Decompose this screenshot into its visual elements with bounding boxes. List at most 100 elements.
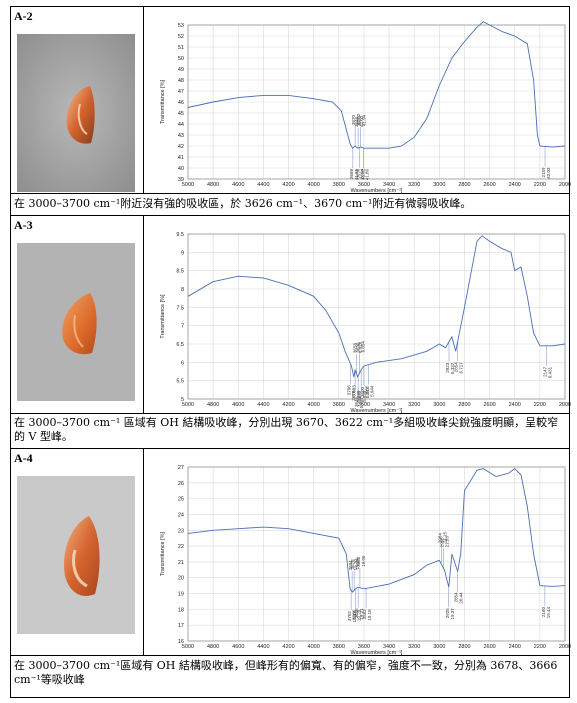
sample-label: A-3 [14, 218, 33, 232]
ftir-spectrum-a2: 5000 4800 4600 4400 4200 4000 3800 3600 3400 3200… [160, 21, 571, 193]
caption-a3: 在 3000–3700 cm⁻¹ 區域有 OH 結構吸收峰，分別出現 3670、… [14, 416, 559, 443]
peak-wavenumber: 3562 [365, 385, 370, 396]
y-tick-label: 41 [178, 155, 184, 161]
peak-wavenumber: 3632 [356, 556, 361, 567]
peak-value: 5.839 [362, 390, 367, 402]
x-tick-label: 2600 [483, 644, 495, 650]
peak-label: 3658 6.026 [353, 341, 363, 353]
peak-value: 6.431 [548, 366, 553, 378]
plot-frame [187, 24, 566, 180]
x-tick-label: 4800 [207, 182, 219, 188]
y-tick-label: 48 [178, 78, 184, 84]
peak-label: 3562 5.944 [365, 385, 375, 397]
peak-value: 5.787 [359, 396, 364, 408]
peak-wavenumber: 2984 [437, 533, 442, 544]
x-tick-label: 4200 [282, 402, 294, 408]
spectrum-line [187, 468, 566, 593]
peak-wavenumber: 3583 [362, 609, 367, 620]
peak-label: 3583 19.18 [362, 609, 372, 621]
x-tick-label: 3400 [383, 402, 395, 408]
ftir-spectrum-a3: 5000 4800 4600 4400 4200 4000 3800 3600 3400 3200… [160, 232, 571, 413]
row-a4: A-4 5000 4800 4600 4400 4200 4000 3800 3600 3400… [11, 449, 571, 664]
peak-label: 3646 5.787 [354, 396, 364, 408]
y-tick-label: 52 [178, 34, 184, 40]
x-tick-label: 2600 [483, 402, 495, 408]
x-tick-label: 3800 [333, 182, 345, 188]
y-tick-label: 23 [178, 528, 184, 534]
peak-value: 20.44 [459, 592, 464, 604]
peak-wavenumber: 3670 [351, 390, 356, 401]
peak-wavenumber: 3706 [347, 385, 352, 396]
y-axis-label: Transmittance [%] [160, 294, 166, 339]
y-tick-label: 44 [178, 122, 184, 128]
peak-label: 3702 19.17 [347, 611, 357, 623]
row-a3: A-3 5000 4800 4600 4400 4200 4000 3800 3600 3400… [11, 216, 571, 448]
x-tick-label: 3600 [358, 644, 370, 650]
y-tick-label: 49 [178, 67, 184, 73]
x-tick-label: 3600 [358, 182, 370, 188]
x-tick-label: 2000 [559, 402, 571, 408]
y-axis-label: Transmittance [%] [160, 79, 166, 124]
y-tick-label: 9 [181, 250, 184, 256]
peak-value: 41.65 [354, 168, 359, 180]
x-tick-label: 2200 [534, 644, 546, 650]
y-tick-label: 6.5 [176, 342, 184, 348]
x-tick-label: 3000 [433, 402, 445, 408]
x-tick-label: 2400 [509, 402, 521, 408]
spectrum-line [187, 21, 566, 149]
peak-value: 42.02 [356, 113, 361, 125]
x-tick-label: 3200 [408, 644, 420, 650]
peak-wavenumber: 3600 [360, 387, 365, 398]
x-tick-label: 4000 [308, 182, 320, 188]
x-tick-label: 4800 [207, 644, 219, 650]
x-axis-label: Wavenumbers [cm⁻¹] [351, 188, 403, 193]
peak-wavenumber: 2147 [543, 366, 548, 377]
y-tick-label: 40 [178, 166, 184, 172]
y-tick-label: 19 [178, 592, 184, 598]
peak-value: 19.18 [367, 609, 372, 621]
peak-label: 3636 41.82 [355, 168, 365, 180]
caption-a2: 在 3000–3700 cm⁻¹附近沒有強的吸收區，於 3626 cm⁻¹、36… [14, 197, 472, 210]
peak-value: 5.720 [356, 390, 361, 402]
x-tick-label: 3800 [333, 402, 345, 408]
peak-value: 5.847 [365, 387, 370, 399]
peak-value: 5.883 [352, 385, 357, 397]
peak-wavenumber: 3658 [353, 343, 358, 354]
x-tick-label: 2400 [509, 644, 521, 650]
x-tick-label: 4600 [232, 402, 244, 408]
peak-wavenumber: 3636 [355, 168, 360, 179]
peak-label: 2984 21.15 [437, 531, 447, 543]
x-tick-label: 4400 [257, 182, 269, 188]
peak-value: 19.48 [355, 558, 360, 570]
results-table: A-2 5000 4800 4600 4400 4200 4000 3800 3600 3400… [10, 6, 571, 698]
sample-label: A-2 [14, 9, 33, 23]
peak-wavenumber: 3646 [354, 608, 359, 619]
peak-label: 3600 5.847 [360, 387, 370, 399]
y-tick-label: 53 [178, 23, 184, 29]
sample-label: A-4 [14, 451, 33, 465]
peak-value: 19.37 [450, 608, 455, 620]
spectrum-line [187, 235, 566, 379]
peak-value: 19.29 [357, 609, 362, 621]
y-tick-label: 24 [178, 512, 184, 518]
specimen-photo [17, 243, 135, 401]
y-tick-label: 51 [178, 45, 184, 51]
peak-wavenumber: 3702 [347, 611, 352, 622]
peak-label: 3622 5.839 [357, 390, 367, 402]
y-axis-label: Transmittance [%] [160, 531, 166, 576]
peak-wavenumber: 3670 [351, 114, 356, 125]
y-tick-label: 9.5 [176, 232, 184, 238]
y-tick-label: 21 [178, 560, 184, 566]
peak-label: 3626 41.94 [357, 114, 367, 126]
peak-value: 19.21 [359, 608, 364, 620]
peak-label: 2925 19.37 [445, 608, 455, 620]
plot-frame [187, 233, 566, 400]
peak-wavenumber: 2854 [454, 592, 459, 603]
peak-value: 42.03 [546, 167, 551, 179]
peak-wavenumber: 2160 [541, 606, 546, 617]
x-tick-label: 2800 [458, 402, 470, 408]
x-tick-label: 4400 [257, 402, 269, 408]
row-a2: A-2 5000 4800 4600 4400 4200 4000 3800 3600 3400… [11, 7, 571, 215]
peak-wavenumber: 3646 [354, 117, 359, 128]
y-tick-label: 17 [178, 623, 184, 629]
